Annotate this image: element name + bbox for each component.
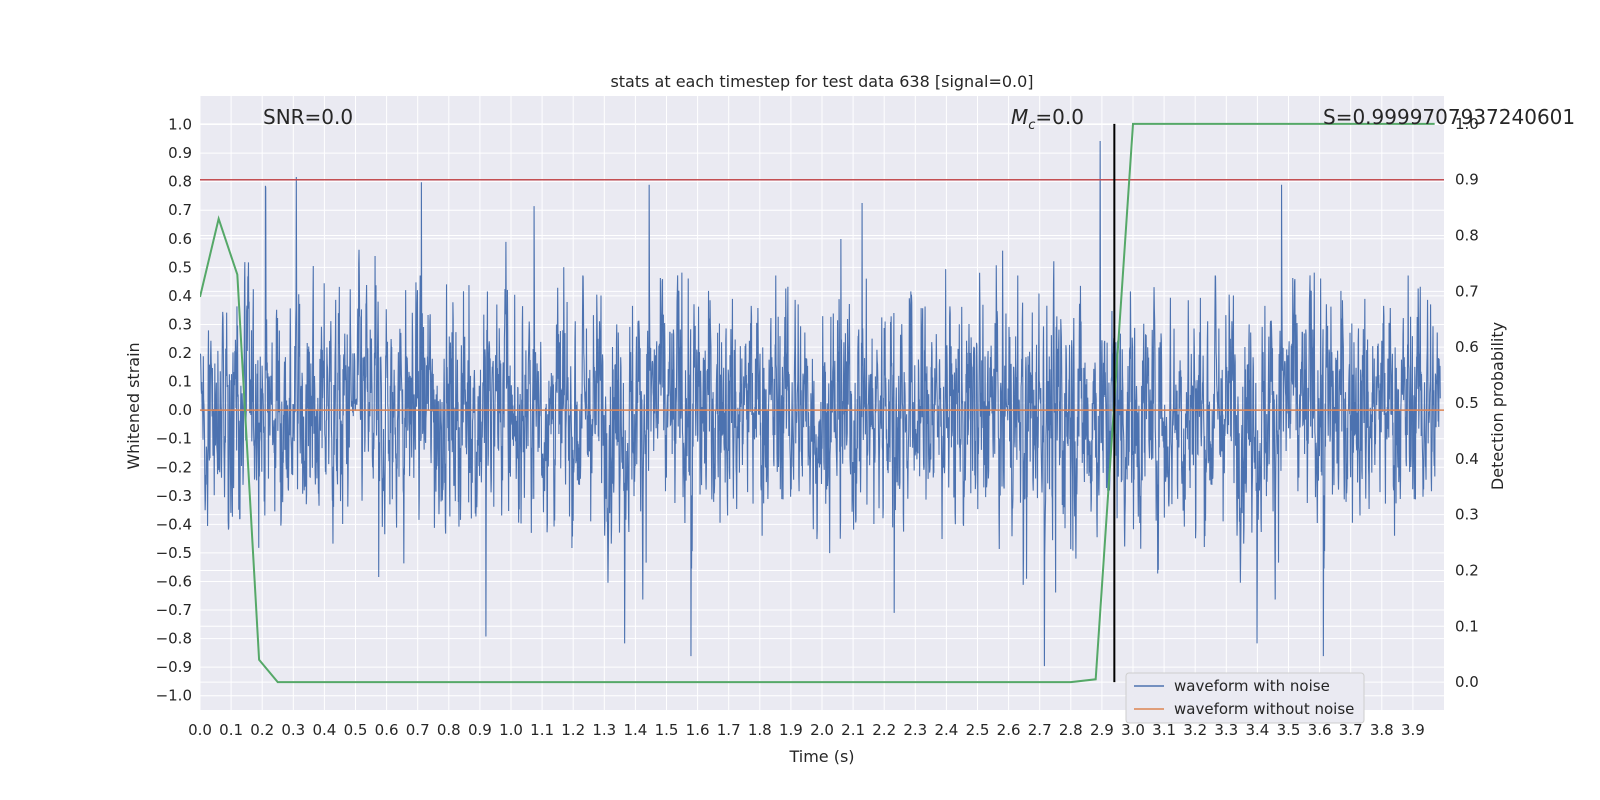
y2-tick-label: 0.8 [1455,227,1479,245]
x-tick-label: 2.1 [841,721,865,739]
y-tick-label: −1.0 [156,687,192,705]
overlay-lines [200,122,1444,684]
y-tick-label: 0.3 [168,315,192,333]
x-tick-label: 0.2 [250,721,274,739]
y2-tick-label: 0.5 [1455,394,1479,412]
x-tick-label: 0.4 [312,721,336,739]
y2-tick-label: 0.6 [1455,338,1479,356]
legend-label-clean: waveform without noise [1174,700,1354,718]
y-tick-label: 0.4 [168,287,192,305]
x-tick-label: 1.4 [623,721,647,739]
chirp-mass-subscript: c [1028,118,1035,133]
y-tick-label: 0.7 [168,201,192,219]
x-tick-label: 1.5 [655,721,679,739]
y-tick-label: −0.4 [156,515,192,533]
x-tick-label: 2.4 [934,721,958,739]
y-tick-label: −0.2 [156,458,192,476]
x-tick-label: 0.9 [468,721,492,739]
y-tick-label: 0.1 [168,373,192,391]
y-tick-label: −0.3 [156,487,192,505]
score-annotation: S=0.9999707937240601 [1323,105,1575,129]
x-tick-label: 2.0 [810,721,834,739]
y2-tick-label: 0.1 [1455,617,1479,635]
x-tick-label: 2.6 [997,721,1021,739]
waveform-with-noise-series [200,141,1441,667]
x-tick-label: 1.7 [717,721,741,739]
x-tick-label: 3.2 [1183,721,1207,739]
y-tick-label: 0.6 [168,230,192,248]
legend: waveform with noise waveform without noi… [1125,672,1365,724]
y2-tick-label: 0.3 [1455,506,1479,524]
y2-tick-label: 1.0 [1455,115,1479,133]
y-tick-label: 1.0 [168,116,192,134]
y-tick-label: −0.5 [156,544,192,562]
x-tick-label: 3.8 [1370,721,1394,739]
x-tick-label: 1.6 [686,721,710,739]
x-tick-label: 3.4 [1245,721,1269,739]
y2-axis-ticks: 1.0 0.9 0.8 0.7 0.6 0.5 0.4 0.3 0.2 0.1 0.0 [1455,115,1479,691]
y-tick-label: −0.9 [156,658,192,676]
x-tick-label: 0.5 [344,721,368,739]
x-tick-label: 2.2 [872,721,896,739]
y2-tick-label: 0.9 [1455,171,1479,189]
x-axis-ticks: 0.0 0.1 0.2 0.3 0.4 0.5 0.6 0.7 0.8 0.9 1.0 1.1 1.2 1… [188,721,1425,739]
y2-tick-label: 0.4 [1455,450,1479,468]
x-tick-label: 2.7 [1028,721,1052,739]
snr-annotation: SNR=0.0 [263,105,353,129]
x-tick-label: 3.0 [1121,721,1145,739]
y-tick-label: 0.0 [168,401,192,419]
chart-title: stats at each timestep for test data 638… [610,72,1033,91]
x-tick-label: 3.1 [1152,721,1176,739]
x-tick-label: 3.5 [1277,721,1301,739]
x-tick-label: 2.8 [1059,721,1083,739]
y2-tick-label: 0.0 [1455,673,1479,691]
x-tick-label: 0.6 [375,721,399,739]
x-tick-label: 1.0 [499,721,523,739]
x-tick-label: 0.3 [281,721,305,739]
chirp-mass-value: =0.0 [1035,105,1084,129]
waveform-with-noise-line [200,141,1441,667]
x-tick-label: 0.1 [219,721,243,739]
y-tick-label: −0.7 [156,601,192,619]
legend-box [1125,672,1365,724]
x-tick-label: 1.2 [561,721,585,739]
x-tick-label: 0.0 [188,721,212,739]
x-tick-label: 3.3 [1214,721,1238,739]
x-tick-label: 0.8 [437,721,461,739]
y2-tick-label: 0.7 [1455,282,1479,300]
chirp-mass-annotation: Mc=0.0 [1011,105,1084,133]
x-axis-label: Time (s) [788,747,854,766]
x-tick-label: 1.1 [530,721,554,739]
plot-content [200,122,1444,684]
x-tick-label: 2.5 [966,721,990,739]
y2-axis-label: Detection probability [1488,322,1507,490]
x-tick-label: 3.6 [1308,721,1332,739]
y-tick-label: −0.6 [156,572,192,590]
y2-tick-label: 0.2 [1455,561,1479,579]
x-tick-label: 2.3 [903,721,927,739]
y-tick-label: −0.1 [156,430,192,448]
x-tick-label: 1.3 [592,721,616,739]
x-tick-label: 1.9 [779,721,803,739]
x-tick-label: 0.7 [406,721,430,739]
x-tick-label: 2.9 [1090,721,1114,739]
y-tick-label: 0.2 [168,344,192,362]
y-tick-label: 0.8 [168,173,192,191]
detection-probability-line [200,122,1435,684]
x-tick-label: 1.8 [748,721,772,739]
chirp-mass-symbol: M [1011,105,1028,129]
x-tick-label: 3.9 [1401,721,1425,739]
y-tick-label: 0.9 [168,144,192,162]
y-axis-ticks: 1.0 0.9 0.8 0.7 0.6 0.5 0.4 0.3 0.2 0.1 0.0 −0.1 −0.… [156,116,192,705]
legend-label-noise: waveform with noise [1174,677,1330,695]
x-tick-label: 3.7 [1339,721,1363,739]
y-tick-label: 0.5 [168,258,192,276]
y-tick-label: −0.8 [156,630,192,648]
y-axis-label: Whitened strain [124,342,143,469]
